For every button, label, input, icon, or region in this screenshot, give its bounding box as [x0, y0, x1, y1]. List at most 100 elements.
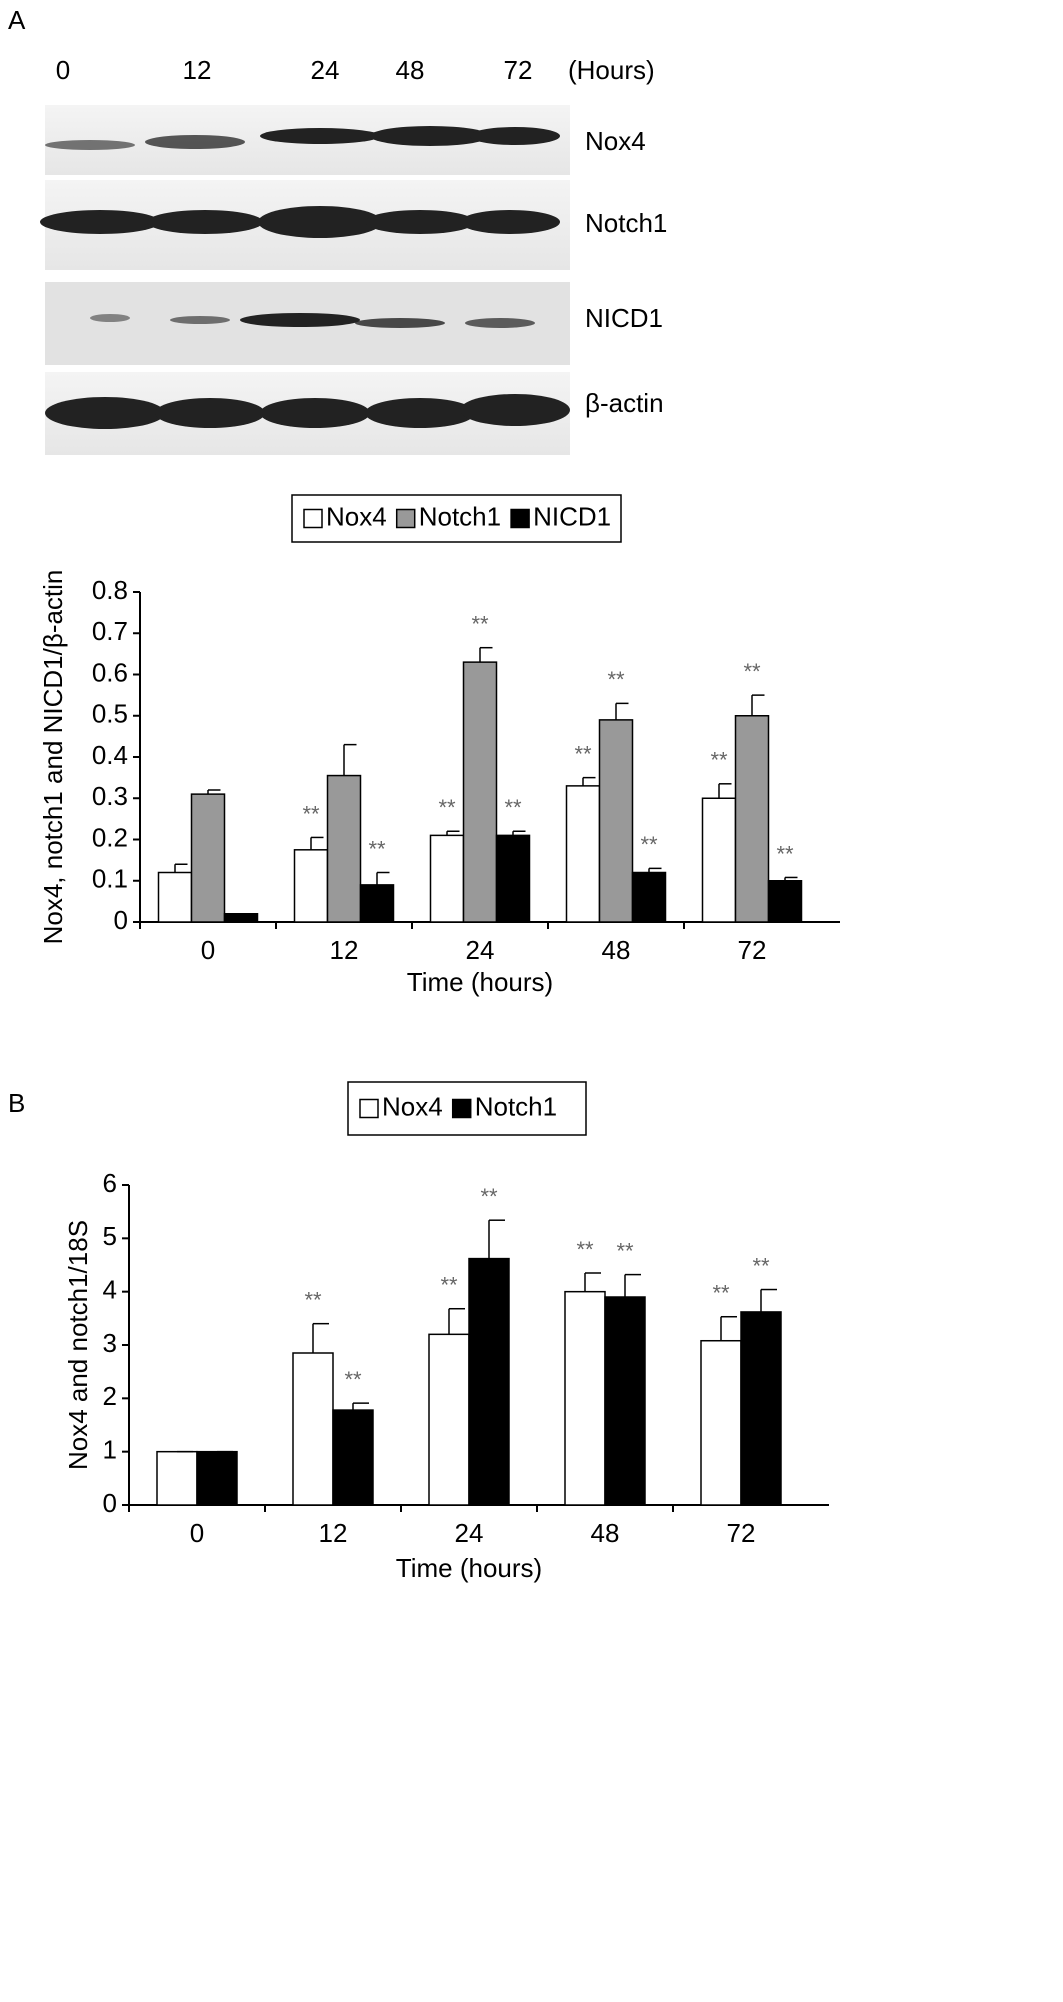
error-bar [648, 867, 662, 873]
error-bar [343, 743, 357, 776]
protein-label: Nox4 [585, 126, 646, 156]
error-bar [615, 702, 629, 720]
blot [40, 105, 570, 455]
significance: ** [438, 795, 456, 820]
y-tick-label: 5 [103, 1221, 117, 1251]
legend-label: Nox4 [326, 501, 387, 531]
y-tick-label: 0.7 [92, 616, 128, 646]
bar [734, 715, 770, 923]
legend-swatch [510, 508, 530, 529]
bar [359, 884, 395, 923]
protein-label: Notch1 [585, 208, 667, 238]
significance: ** [640, 832, 658, 857]
error-bar [720, 1315, 737, 1341]
significance: ** [712, 1281, 730, 1306]
significance: ** [776, 841, 794, 866]
error-bar [376, 871, 390, 885]
significance: ** [743, 659, 761, 684]
bar [604, 1296, 646, 1506]
bar [332, 1409, 374, 1506]
error-bar [718, 783, 732, 799]
y-tick-label: 0.5 [92, 699, 128, 729]
lane-label: 12 [183, 55, 212, 85]
x-tick-label: 0 [190, 1518, 204, 1548]
error-bar [512, 830, 526, 836]
y-tick-label: 0.3 [92, 781, 128, 811]
legend-label: NICD1 [533, 501, 611, 531]
bar [495, 834, 531, 923]
error-bar [312, 1322, 329, 1353]
significance: ** [574, 741, 592, 766]
bar [631, 871, 667, 923]
unit-label: (Hours) [568, 55, 655, 85]
protein-label: NICD1 [585, 303, 663, 333]
error-bar [784, 876, 798, 881]
bar [223, 913, 259, 923]
bar [157, 871, 193, 923]
x-tick-label: 12 [319, 1518, 348, 1548]
legend-label: Notch1 [419, 501, 501, 531]
x-tick-label: 72 [727, 1518, 756, 1548]
y-axis-title: Nox4 and notch1/18S [63, 1220, 93, 1470]
error-bar [584, 1272, 601, 1292]
error-bar [479, 646, 493, 663]
y-tick-label: 0.1 [92, 864, 128, 894]
bar [767, 880, 803, 923]
y-tick-label: 6 [103, 1168, 117, 1198]
bar [740, 1311, 782, 1506]
legend-swatch [303, 508, 323, 529]
x-tick-label: 12 [330, 935, 359, 965]
legend-swatch [451, 1098, 472, 1119]
protein-label: β-actin [585, 388, 664, 418]
legend-label: Notch1 [475, 1091, 557, 1121]
y-tick-label: 0 [103, 1488, 117, 1518]
bar [190, 793, 226, 923]
error-bar [207, 789, 221, 795]
significance: ** [440, 1273, 458, 1298]
error-bar [174, 863, 188, 873]
lane-label: 48 [396, 55, 425, 85]
x-tick-label: 24 [455, 1518, 484, 1548]
error-bar [446, 830, 460, 836]
significance: ** [304, 1287, 322, 1312]
bar [565, 785, 601, 923]
panel-label: A [8, 5, 26, 35]
y-tick-label: 0 [114, 905, 128, 935]
significance: ** [752, 1253, 770, 1278]
bar [700, 1339, 742, 1506]
legend-box [291, 494, 622, 543]
y-tick-label: 2 [103, 1381, 117, 1411]
y-tick-label: 1 [103, 1435, 117, 1465]
y-axis-title: Nox4, notch1 and NICD1/β-actin [38, 570, 68, 945]
significance: ** [616, 1238, 634, 1263]
legend-box [347, 1081, 587, 1136]
error-bar [310, 836, 324, 850]
x-axis-title: Time (hours) [407, 967, 553, 997]
x-axis-title: Time (hours) [396, 1553, 542, 1583]
significance: ** [480, 1184, 498, 1209]
y-tick-label: 4 [103, 1275, 117, 1305]
error-bar [582, 776, 596, 786]
y-tick-label: 0.8 [92, 575, 128, 605]
significance: ** [302, 801, 320, 826]
x-tick-label: 0 [201, 935, 215, 965]
bar [598, 719, 634, 923]
panel-label: B [8, 1088, 25, 1118]
error-bar [352, 1402, 369, 1411]
y-tick-label: 0.4 [92, 740, 128, 770]
error-bar [448, 1307, 465, 1335]
bar [429, 834, 465, 923]
bar [293, 849, 329, 923]
x-tick-label: 48 [591, 1518, 620, 1548]
significance: ** [368, 836, 386, 861]
lane-label: 24 [311, 55, 340, 85]
significance: ** [607, 667, 625, 692]
bar [701, 797, 737, 923]
bar [196, 1450, 238, 1506]
legend-swatch [359, 1098, 379, 1119]
legend-swatch [395, 508, 416, 529]
x-tick-label: 24 [466, 935, 495, 965]
significance: ** [471, 612, 489, 637]
legend-label: Nox4 [382, 1091, 443, 1121]
